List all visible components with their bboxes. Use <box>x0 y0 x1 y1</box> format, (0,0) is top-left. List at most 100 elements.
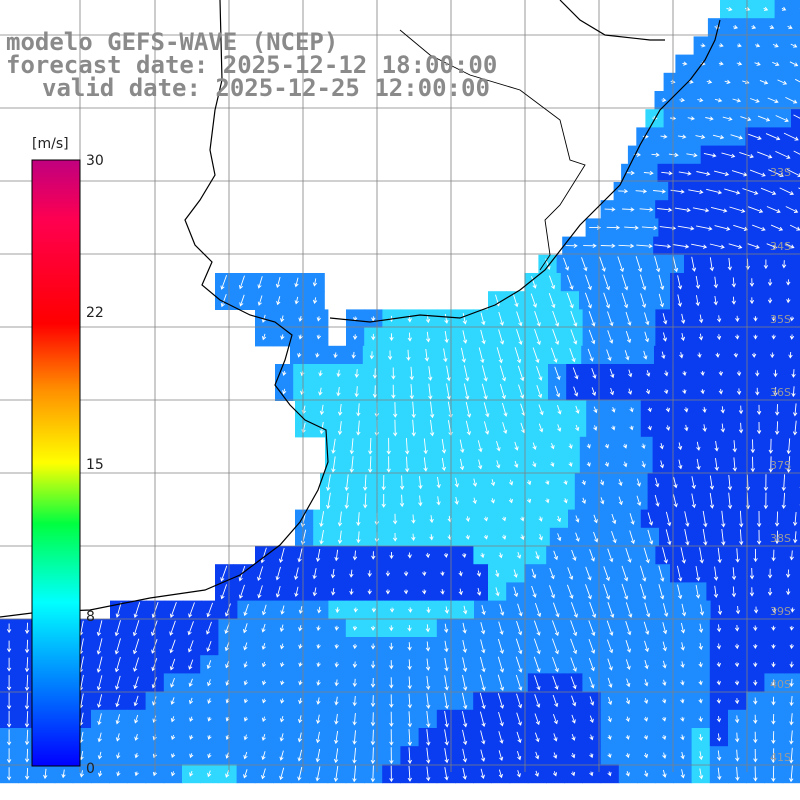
wind-arrow <box>753 748 758 763</box>
wind-arrow <box>767 297 773 304</box>
wind-arrow <box>463 365 470 382</box>
wind-arrow <box>261 623 266 633</box>
wind-arrow <box>24 657 30 673</box>
wind-arrow <box>188 602 195 618</box>
wind-arrow <box>639 207 654 212</box>
wind-arrow <box>354 386 359 398</box>
wind-arrow <box>461 553 467 558</box>
wind-arrow <box>534 602 542 618</box>
wind-arrow <box>502 516 507 522</box>
wind-arrow <box>24 729 30 746</box>
wind-arrow <box>692 207 710 213</box>
wind-arrow <box>331 588 336 596</box>
wind-arrow <box>480 329 486 345</box>
wind-arrow <box>115 694 121 708</box>
wind-arrow <box>370 712 376 727</box>
wind-arrow <box>551 638 559 655</box>
wind-arrow <box>563 480 568 486</box>
wind-arrow <box>599 256 606 272</box>
wind-arrow <box>636 478 641 487</box>
wind-arrow <box>696 458 701 471</box>
wind-arrow <box>622 207 635 212</box>
wind-arrow <box>735 315 740 323</box>
wind-arrow <box>352 730 357 745</box>
wind-arrow <box>356 531 361 544</box>
wind-arrow <box>458 570 463 577</box>
wind-arrow <box>515 638 523 655</box>
wind-arrow <box>713 170 730 177</box>
wind-arrow <box>680 716 685 722</box>
wind-arrow <box>772 607 777 614</box>
wind-arrow <box>370 765 376 783</box>
wind-arrow <box>625 602 633 618</box>
wind-arrow <box>589 225 602 230</box>
wind-arrow <box>496 347 503 364</box>
wind-arrow <box>43 768 48 780</box>
wind-arrow <box>698 623 704 633</box>
wind-arrow <box>356 420 361 436</box>
wind-arrow <box>767 97 779 104</box>
wind-arrow <box>753 731 758 744</box>
wind-arrow <box>753 606 759 614</box>
wind-arrow <box>6 729 12 746</box>
wind-arrow <box>717 547 722 564</box>
wind-arrow <box>767 278 773 287</box>
wind-arrow <box>349 438 354 455</box>
wind-arrow <box>556 405 562 415</box>
wind-arrow <box>603 583 611 600</box>
wind-arrow <box>25 622 30 634</box>
wind-arrow <box>713 585 719 599</box>
wind-arrow <box>316 334 322 340</box>
wind-arrow <box>700 371 705 376</box>
wind-arrow <box>593 425 598 431</box>
wind-arrow <box>550 347 558 363</box>
wind-arrow <box>298 625 303 632</box>
wind-arrow <box>538 516 543 522</box>
wind-arrow <box>581 257 588 272</box>
wind-arrow <box>351 351 356 359</box>
wind-arrow <box>793 114 800 119</box>
wind-arrow <box>767 568 773 579</box>
wind-arrow <box>731 296 736 305</box>
wind-arrow <box>771 644 776 649</box>
wind-arrow <box>242 623 248 634</box>
wind-arrow <box>554 366 561 381</box>
wind-arrow <box>695 275 701 290</box>
wind-arrow <box>385 589 391 595</box>
wind-arrow <box>498 329 505 345</box>
wind-arrow <box>551 620 559 637</box>
wind-arrow <box>729 206 746 213</box>
wind-arrow <box>298 334 303 340</box>
wind-arrow <box>480 768 485 780</box>
wind-arrow <box>381 474 386 491</box>
wind-arrow <box>458 588 463 596</box>
wind-arrow <box>639 274 647 291</box>
wind-arrow <box>735 548 740 563</box>
wind-arrow <box>275 276 281 289</box>
wind-arrow <box>662 332 668 342</box>
wind-arrow <box>647 529 654 545</box>
wind-arrow <box>752 224 766 231</box>
wind-arrow <box>645 388 651 395</box>
wind-arrow <box>297 715 303 724</box>
wind-arrow <box>368 456 373 473</box>
wind-arrow <box>336 386 341 397</box>
wind-arrow <box>534 675 541 691</box>
wind-arrow <box>735 605 741 615</box>
wind-arrow <box>789 747 794 764</box>
wind-arrow <box>609 368 615 379</box>
wind-arrow <box>481 383 488 400</box>
wind-arrow <box>418 476 423 490</box>
wind-arrow <box>225 679 230 686</box>
wind-arrow <box>717 767 722 781</box>
wind-arrow <box>730 134 744 140</box>
wind-arrow <box>684 407 689 413</box>
wind-arrow <box>662 641 667 652</box>
wind-arrow <box>257 585 263 599</box>
wind-arrow <box>115 602 122 618</box>
wind-arrow <box>771 549 776 562</box>
wind-arrow <box>243 769 248 779</box>
wind-arrow <box>6 692 12 710</box>
wind-arrow <box>371 316 376 322</box>
wind-cell <box>791 72 800 92</box>
